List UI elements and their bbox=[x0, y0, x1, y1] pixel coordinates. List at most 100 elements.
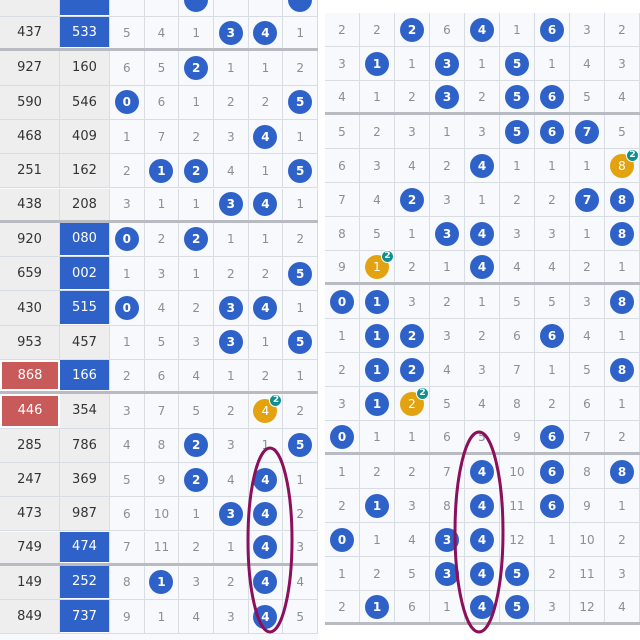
hit-ball: 8 bbox=[610, 289, 634, 314]
digit-cell: 4 bbox=[249, 600, 284, 634]
digit-cell: 1 bbox=[110, 257, 145, 291]
table-row: 149 252 8 1 3 2 4 4 bbox=[0, 565, 318, 601]
table-row: 1 2 2 7 4 10 6 8 8 bbox=[325, 455, 640, 489]
draw-number-b: 160 bbox=[59, 51, 110, 85]
digit-cell: 1 bbox=[395, 217, 430, 250]
table-row: 849 737 9 1 4 3 4 5 bbox=[0, 600, 318, 635]
digit-cell: 7 bbox=[110, 531, 145, 563]
digit-cell: 5 bbox=[145, 51, 180, 85]
table-row: 437 533 5 4 1 3 4 1 bbox=[0, 17, 318, 52]
digit-cell: 7 bbox=[325, 183, 360, 216]
table-row: 2 1 3 8 4 11 6 9 1 bbox=[325, 489, 640, 523]
digit-cell: 4 bbox=[249, 497, 284, 531]
hit-ball: 3 bbox=[218, 501, 243, 526]
digit-cell: 5 bbox=[283, 154, 318, 188]
digit-cell: 2 bbox=[535, 183, 570, 216]
digit-cell: 2 bbox=[395, 183, 430, 216]
digit-cell: 1 bbox=[145, 565, 180, 600]
digit-cell: 6 bbox=[325, 149, 360, 182]
digit-cell: 3 bbox=[214, 428, 249, 462]
digit-cell: 4 bbox=[465, 591, 500, 622]
left-results-table: 437 533 5 4 1 3 4 1 927 160 6 5 2 1 1 2 590 546 0 6 1 2 2 5 468 4… bbox=[0, 0, 318, 640]
digit-cell: 5 bbox=[283, 85, 318, 119]
hit-ball bbox=[184, 0, 209, 12]
table-row: 251 162 2 1 2 4 1 5 bbox=[0, 154, 318, 189]
hit-ball: 4 bbox=[253, 20, 278, 45]
digit-cell: 1 bbox=[360, 319, 395, 352]
digit-cell: 4 bbox=[360, 183, 395, 216]
digit-cell: 2 bbox=[249, 360, 284, 392]
digit-cell: 3 bbox=[214, 188, 249, 220]
digit-cell: 3 bbox=[605, 557, 640, 590]
hit-ball: 0 bbox=[114, 296, 139, 321]
digit-cell: 1 bbox=[605, 387, 640, 420]
digit-cell: 0 bbox=[325, 523, 360, 556]
digit-cell: 9 bbox=[110, 600, 145, 634]
digit-cell: 11 bbox=[145, 531, 180, 563]
table-row: 468 409 1 7 2 3 4 1 bbox=[0, 119, 318, 155]
digit-cell: 1 bbox=[605, 319, 640, 352]
digit-cell: 4 bbox=[430, 353, 465, 386]
digit-cell: 3 bbox=[214, 600, 249, 634]
digit-cell: 3 bbox=[570, 13, 605, 46]
table-row: 446 354 3 7 5 2 4 2 2 bbox=[0, 393, 318, 429]
table-row: 0 1 4 3 4 12 1 10 2 bbox=[325, 523, 640, 557]
digit-cell: 1 bbox=[360, 489, 395, 522]
digit-cell: 3 bbox=[605, 47, 640, 80]
digit-cell: 2 bbox=[430, 149, 465, 182]
digit-cell: 4 bbox=[145, 17, 180, 49]
digit-cell: 4 bbox=[605, 81, 640, 112]
digit-cell: 2 bbox=[395, 251, 430, 282]
digit-cell: 2 bbox=[214, 394, 249, 428]
digit-cell: 5 bbox=[500, 47, 535, 80]
hit-ball: 5 bbox=[505, 51, 529, 76]
hit-ball: 0 bbox=[330, 424, 354, 449]
digit-cell: 1 bbox=[535, 47, 570, 80]
digit-cell: 3 bbox=[145, 257, 180, 291]
hit-ball: 4 bbox=[253, 296, 278, 321]
digit-cell: 1 bbox=[430, 115, 465, 148]
digit-cell: 1 bbox=[395, 421, 430, 452]
digit-cell: 1 bbox=[179, 17, 214, 49]
hit-ball: 5 bbox=[288, 90, 313, 115]
digit-cell: 4 bbox=[110, 428, 145, 462]
digit-cell: 4 bbox=[605, 591, 640, 622]
digit-cell: 2 bbox=[465, 319, 500, 352]
hit-ball: 0 bbox=[114, 90, 139, 115]
table-row: 659 002 1 3 1 2 2 5 bbox=[0, 257, 318, 292]
hit-ball: 4 bbox=[470, 459, 494, 484]
digit-cell: 1 bbox=[325, 319, 360, 352]
hit-ball: 6 bbox=[540, 84, 564, 109]
digit-cell: 3 bbox=[430, 557, 465, 590]
digit-cell: 1 bbox=[145, 600, 180, 634]
digit-cell: 4 bbox=[249, 188, 284, 220]
digit-cell: 2 bbox=[360, 557, 395, 590]
digit-cell: 4 bbox=[465, 557, 500, 590]
hit-ball: 2 bbox=[184, 55, 209, 80]
digit-cell: 1 bbox=[360, 47, 395, 80]
digit-cell: 8 bbox=[605, 285, 640, 318]
digit-cell: 9 bbox=[500, 421, 535, 452]
draw-number-a: 749 bbox=[0, 531, 60, 563]
draw-number-b: 369 bbox=[59, 462, 110, 497]
hit-ball: 1 bbox=[365, 391, 389, 416]
digit-cell: 4 bbox=[395, 523, 430, 556]
digit-cell: 5 bbox=[283, 600, 318, 634]
digit-cell: 5 bbox=[110, 462, 145, 497]
digit-cell: 5 bbox=[395, 557, 430, 590]
draw-number-b: 409 bbox=[59, 119, 110, 154]
hit-ball: 4 bbox=[470, 594, 494, 619]
digit-cell: 1 bbox=[360, 285, 395, 318]
digit-cell: 1 bbox=[535, 353, 570, 386]
digit-cell: 4 bbox=[179, 600, 214, 634]
hit-ball: 4 bbox=[253, 570, 278, 595]
hit-ball: 2 bbox=[184, 467, 209, 492]
digit-cell: 1 bbox=[430, 591, 465, 622]
